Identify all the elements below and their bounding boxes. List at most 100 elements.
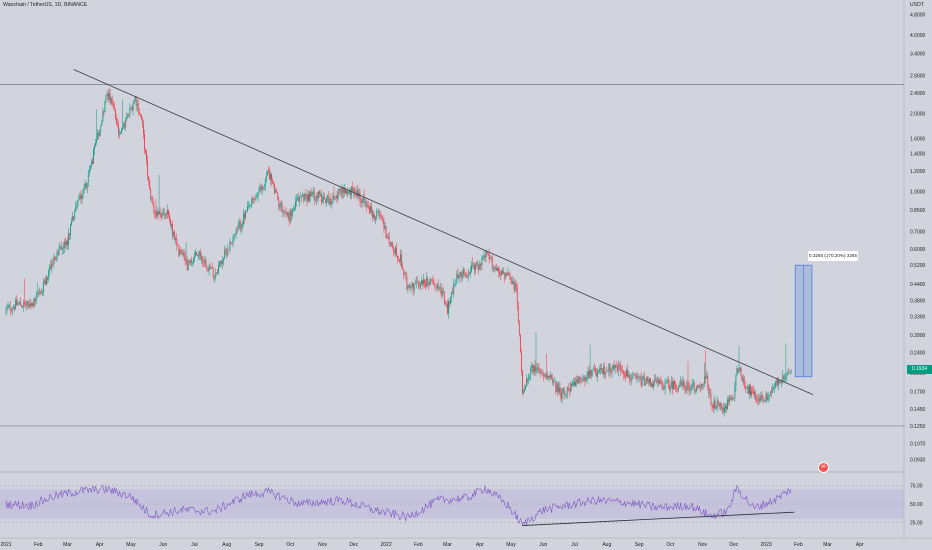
candle-body [214,273,216,278]
candle-body [758,397,760,402]
price-tick-label: 3.4000 [910,51,926,57]
candle-body [136,103,138,106]
candle-body [459,272,461,275]
candle-body [705,376,707,379]
candle-body [583,377,585,379]
candle-body [50,265,52,269]
candle-body [5,308,7,310]
candle-body [247,206,248,212]
candle-body [730,397,732,400]
candle-body [467,272,469,277]
candle-body [699,385,700,387]
candle-body [609,363,611,373]
candle-body [564,395,566,396]
time-tick-label: Nov [698,542,707,548]
candle-body [39,291,41,293]
candle-body [333,195,335,198]
candle-body [442,291,444,294]
candle-body [28,304,30,308]
candle-body [506,273,508,276]
candle-body [558,387,560,393]
time-tick-label: Mar [443,542,452,548]
candle-body [345,189,346,194]
candle-body [46,277,48,285]
candle-body [140,114,142,119]
candle-body [317,191,319,199]
candle-body [595,373,597,377]
candle-body [455,279,457,284]
candle-body [216,272,218,274]
candle-body [291,210,293,216]
candle-body [27,301,29,305]
candle-body [335,195,337,198]
candle-body [93,149,94,164]
candle-body [193,258,194,263]
candle-body [159,211,161,215]
candle-body [379,214,381,216]
candle-body [51,263,53,269]
candle-body [222,260,223,264]
candle-body [479,263,481,270]
candle-body [760,395,762,402]
candle-body [237,225,239,229]
candle-body [481,258,483,266]
candle-body [36,293,38,296]
candle-body [771,388,773,394]
time-tick-label: Mar [63,542,72,548]
candle-body [670,381,672,387]
candle-body [85,183,87,188]
candle-body [701,384,702,388]
candle-body [448,301,449,314]
candle-body [740,367,742,376]
candle-body [524,389,525,392]
time-tick-label: Aug [602,542,611,548]
candle-body [29,303,31,308]
candle-body [261,187,263,191]
candle-body [655,379,657,381]
candle-body [444,303,446,305]
candle-body [153,203,155,211]
candle-body [401,254,403,267]
candle-body [650,378,651,386]
candle-body [759,397,761,402]
candle-body [158,211,160,215]
candle-body [311,194,313,196]
candle-body [241,224,243,227]
candle-body [690,388,692,390]
candle-body [736,368,738,375]
time-tick-label: Oct [666,542,674,548]
candle-body [708,386,710,394]
candle-body [486,250,488,253]
candle-body [457,273,459,279]
candle-body [500,273,501,276]
candle-body [370,206,371,214]
candle-body [184,255,186,262]
candle-body [461,275,463,278]
candle-body [562,388,564,391]
candle-body [554,382,556,383]
price-tick-label: 0.1700 [910,389,926,395]
candle-body [367,205,369,207]
candle-body [460,272,462,278]
candle-body [79,195,81,198]
candle-body [745,388,747,390]
candle-body [240,226,242,229]
candle-body [707,375,709,387]
candle-body [425,283,427,287]
candle-body [652,383,654,387]
candle-body [706,375,708,379]
candle-body [307,194,309,202]
candle-body [704,376,706,384]
candle-body [55,259,57,261]
candle-body [54,256,56,260]
event-flag-icon[interactable]: ✉ [818,462,829,473]
candle-body [321,194,322,202]
candle-body [360,201,362,203]
candle-body [163,212,165,216]
candle-body [641,379,643,386]
candle-body [765,393,767,402]
candle-body [215,272,217,274]
candle-body [762,399,764,402]
candle-body [130,107,132,108]
